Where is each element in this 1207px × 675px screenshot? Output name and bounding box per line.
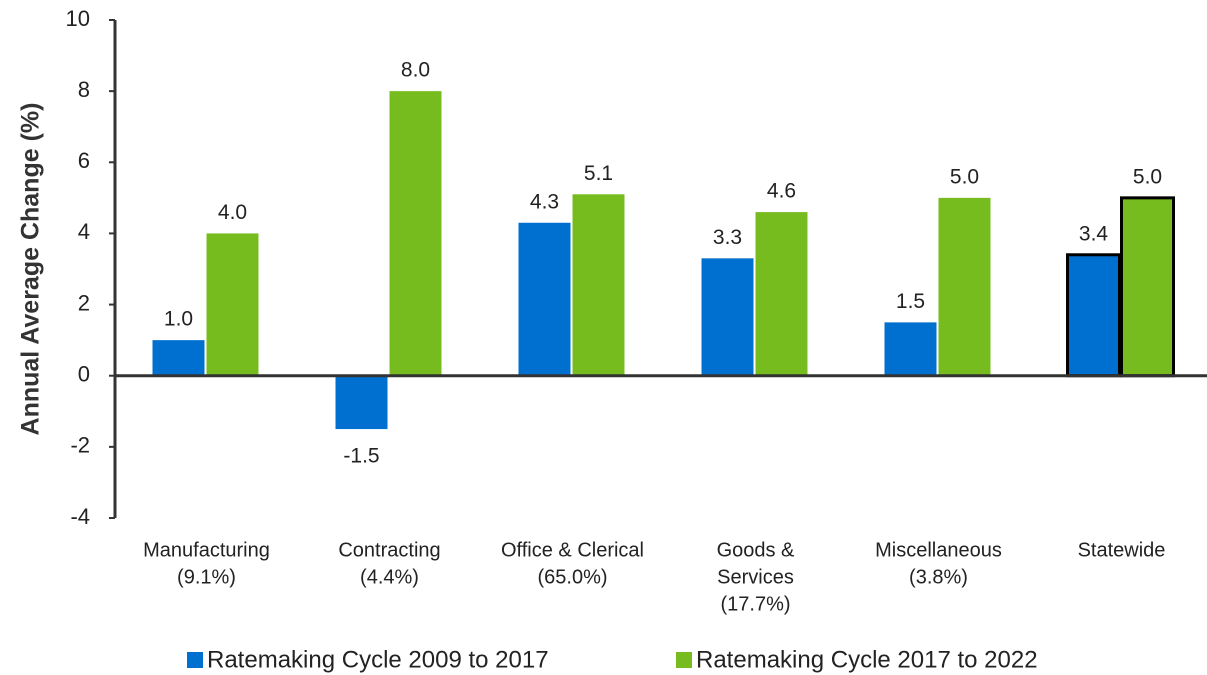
y-tick-label: 10 [66,6,90,31]
bar [572,194,625,376]
data-label: 4.0 [218,201,247,224]
data-label: 5.0 [950,165,979,188]
y-tick-label: -4 [70,504,90,529]
data-label: 3.4 [1079,222,1109,245]
data-label: 5.1 [584,162,613,185]
bar [206,233,259,376]
y-axis-label: Annual Average Change (%) [17,103,45,436]
y-tick-label: 0 [78,362,90,387]
x-tick-label: Services [717,566,794,588]
x-tick-label: Office & Clerical [501,539,644,561]
legend-swatch [187,652,203,668]
data-label: 1.5 [896,290,925,313]
data-label: 8.0 [401,59,430,82]
bar [152,340,205,376]
legend-label: Ratemaking Cycle 2009 to 2017 [207,646,549,673]
data-label: 5.0 [1133,165,1162,188]
y-tick-label: 4 [78,219,90,244]
x-tick-label: Statewide [1078,539,1166,561]
data-label: 4.6 [767,180,796,203]
bar [884,322,937,376]
legend-label: Ratemaking Cycle 2017 to 2022 [696,646,1038,673]
y-tick-label: -2 [70,433,90,458]
y-tick-label: 2 [78,290,90,315]
data-label: -1.5 [343,445,379,468]
bar [1120,196,1175,378]
x-tick-label: Miscellaneous [875,539,1002,561]
data-label: 3.3 [713,226,742,249]
y-tick-label: 8 [78,77,90,102]
bar [938,197,991,376]
bar [701,258,754,376]
x-tick-label: Manufacturing [143,539,270,561]
x-tick-label: (17.7%) [720,593,790,615]
bar [755,212,808,376]
bar [389,91,442,376]
x-tick-label: (65.0%) [537,566,607,588]
x-tick-label: (9.1%) [177,566,236,588]
bar [518,222,571,376]
x-tick-label: (4.4%) [360,566,419,588]
data-label: 4.3 [530,190,559,213]
y-tick-label: 6 [78,148,90,173]
bar [335,375,388,430]
legend-swatch [676,652,692,668]
x-tick-label: Contracting [338,539,440,561]
x-tick-label: (3.8%) [909,566,968,588]
bar [1066,253,1121,378]
data-label: 1.0 [164,308,193,331]
x-tick-label: Goods & [717,539,795,561]
